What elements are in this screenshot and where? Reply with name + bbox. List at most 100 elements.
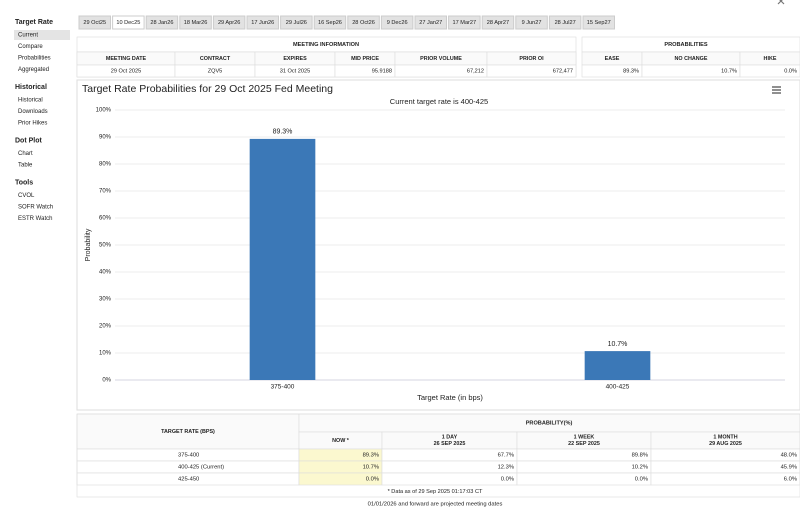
y-tick-label: 0% (102, 378, 111, 384)
value-label: 10.7% (608, 341, 628, 348)
tab[interactable] (246, 15, 279, 30)
table-value: 89.3% (363, 453, 379, 459)
y-axis-label: Probability (85, 228, 92, 261)
sidebar-item[interactable]: Current (18, 33, 38, 39)
sidebar-heading: Dot Plot (15, 137, 42, 144)
table-value: 67.7% (498, 453, 514, 459)
tab-label[interactable]: 17 Mar27 (453, 20, 477, 26)
sidebar-selected (14, 30, 70, 40)
table-value: 95.9188 (372, 68, 392, 74)
column-header: EASE (605, 56, 620, 62)
tab[interactable] (515, 15, 548, 30)
sidebar-item[interactable]: Probabilities (18, 56, 51, 62)
table-cell (516, 472, 652, 486)
table-frame (76, 413, 800, 498)
tab-label[interactable]: 28 Oct26 (352, 20, 375, 26)
table-title: TARGET RATE (BPS) (161, 429, 215, 435)
column-date: 29 AUG 2025 (709, 441, 742, 447)
y-tick-label: 60% (99, 216, 112, 222)
bar[interactable] (249, 138, 316, 380)
table-value: 672,477 (553, 68, 573, 74)
row-label: 425-450 (178, 477, 199, 483)
column-header: PRIOR OI (519, 56, 544, 62)
tab[interactable] (414, 15, 447, 30)
x-tick-label: 375-400 (271, 384, 295, 391)
tab-label[interactable]: 28 Apr27 (487, 20, 509, 26)
sidebar-item[interactable]: CVOL (18, 193, 35, 199)
sidebar-item[interactable]: Downloads (18, 109, 48, 115)
y-tick-label: 30% (99, 297, 112, 303)
tab-label[interactable]: 28 Jan26 (150, 20, 173, 26)
table-value: 31 Oct 2025 (280, 68, 310, 74)
table-title: PROBABILITY(%) (526, 420, 573, 426)
table-value: 67,212 (467, 68, 484, 74)
table-value: 10.7% (363, 465, 379, 471)
tab[interactable] (481, 15, 515, 30)
table-value: 0.0% (501, 477, 514, 483)
row-label: 400-425 (Current) (178, 465, 224, 471)
sidebar-item[interactable]: Chart (18, 151, 33, 157)
table-value: 10.2% (632, 465, 648, 471)
column-header: HIKE (764, 56, 777, 62)
sidebar-item[interactable]: Compare (18, 44, 43, 50)
tab-label[interactable]: 10 Dec25 (116, 20, 140, 26)
table-title: MEETING INFORMATION (293, 42, 359, 48)
tab[interactable] (145, 15, 179, 30)
tab[interactable] (280, 15, 313, 30)
table-cell (650, 448, 800, 462)
y-tick-label: 90% (99, 135, 112, 141)
sidebar-heading: Target Rate (15, 19, 53, 26)
sidebar-item[interactable]: Aggregated (18, 67, 49, 73)
tab-label[interactable]: 29 Oct25 (83, 20, 106, 26)
sidebar-item[interactable]: Prior Hikes (18, 121, 47, 127)
table-value: 0.0% (366, 477, 379, 483)
x-tick-label: 400-425 (606, 384, 630, 391)
column-date: 26 SEP 2025 (434, 441, 466, 447)
y-tick-label: 80% (99, 162, 112, 168)
tab-label[interactable]: 16 Sep26 (318, 20, 342, 26)
tab[interactable] (313, 15, 347, 30)
table-value: 12.3% (498, 465, 514, 471)
tab[interactable] (78, 15, 111, 30)
tab[interactable] (582, 15, 615, 30)
sidebar-heading: Historical (15, 84, 47, 91)
projection-note: 01/01/2026 and forward are projected mee… (368, 502, 503, 508)
tab-label[interactable]: 15 Sep27 (587, 20, 611, 26)
tab-label[interactable]: 29 Apr26 (218, 20, 240, 26)
tab-label[interactable]: 17 Jun26 (251, 20, 274, 26)
tab[interactable] (380, 15, 414, 30)
table-value: 6.0% (784, 477, 797, 483)
tab-label[interactable]: 9 Jun27 (522, 20, 542, 26)
bar[interactable] (584, 351, 651, 380)
tab-label[interactable]: 27 Jan27 (419, 20, 442, 26)
tab[interactable] (179, 15, 212, 30)
column-header: EXPIRES (283, 56, 307, 62)
tab-label[interactable]: 9 Dec26 (387, 20, 408, 26)
sidebar-item[interactable]: Table (18, 163, 33, 169)
tab[interactable] (548, 15, 582, 30)
close-icon[interactable] (777, 0, 785, 5)
tab[interactable] (112, 15, 145, 30)
table-value: 48.0% (781, 453, 797, 459)
tab[interactable] (448, 15, 481, 30)
y-tick-label: 70% (99, 189, 112, 195)
sidebar-heading: Tools (15, 179, 33, 186)
sidebar-item[interactable]: Historical (18, 98, 43, 104)
y-tick-label: 10% (99, 351, 112, 357)
table-cell (650, 460, 800, 474)
table-value: 45.9% (781, 465, 797, 471)
tab[interactable] (347, 15, 380, 30)
column-header: PRIOR VOLUME (420, 56, 462, 62)
menu-icon[interactable] (772, 86, 781, 94)
table-cell (739, 64, 800, 78)
table-value: 10.7% (721, 68, 737, 74)
sidebar-item[interactable]: SOFR Watch (18, 205, 53, 211)
tab-label[interactable]: 18 Mar26 (184, 20, 208, 26)
sidebar-item[interactable]: ESTR Watch (18, 216, 52, 222)
value-label: 89.3% (273, 129, 293, 136)
tab[interactable] (212, 15, 246, 30)
column-date: 22 SEP 2025 (568, 441, 600, 447)
tab-label[interactable]: 28 Jul27 (555, 20, 576, 26)
tab-label[interactable]: 29 Jul26 (286, 20, 307, 26)
